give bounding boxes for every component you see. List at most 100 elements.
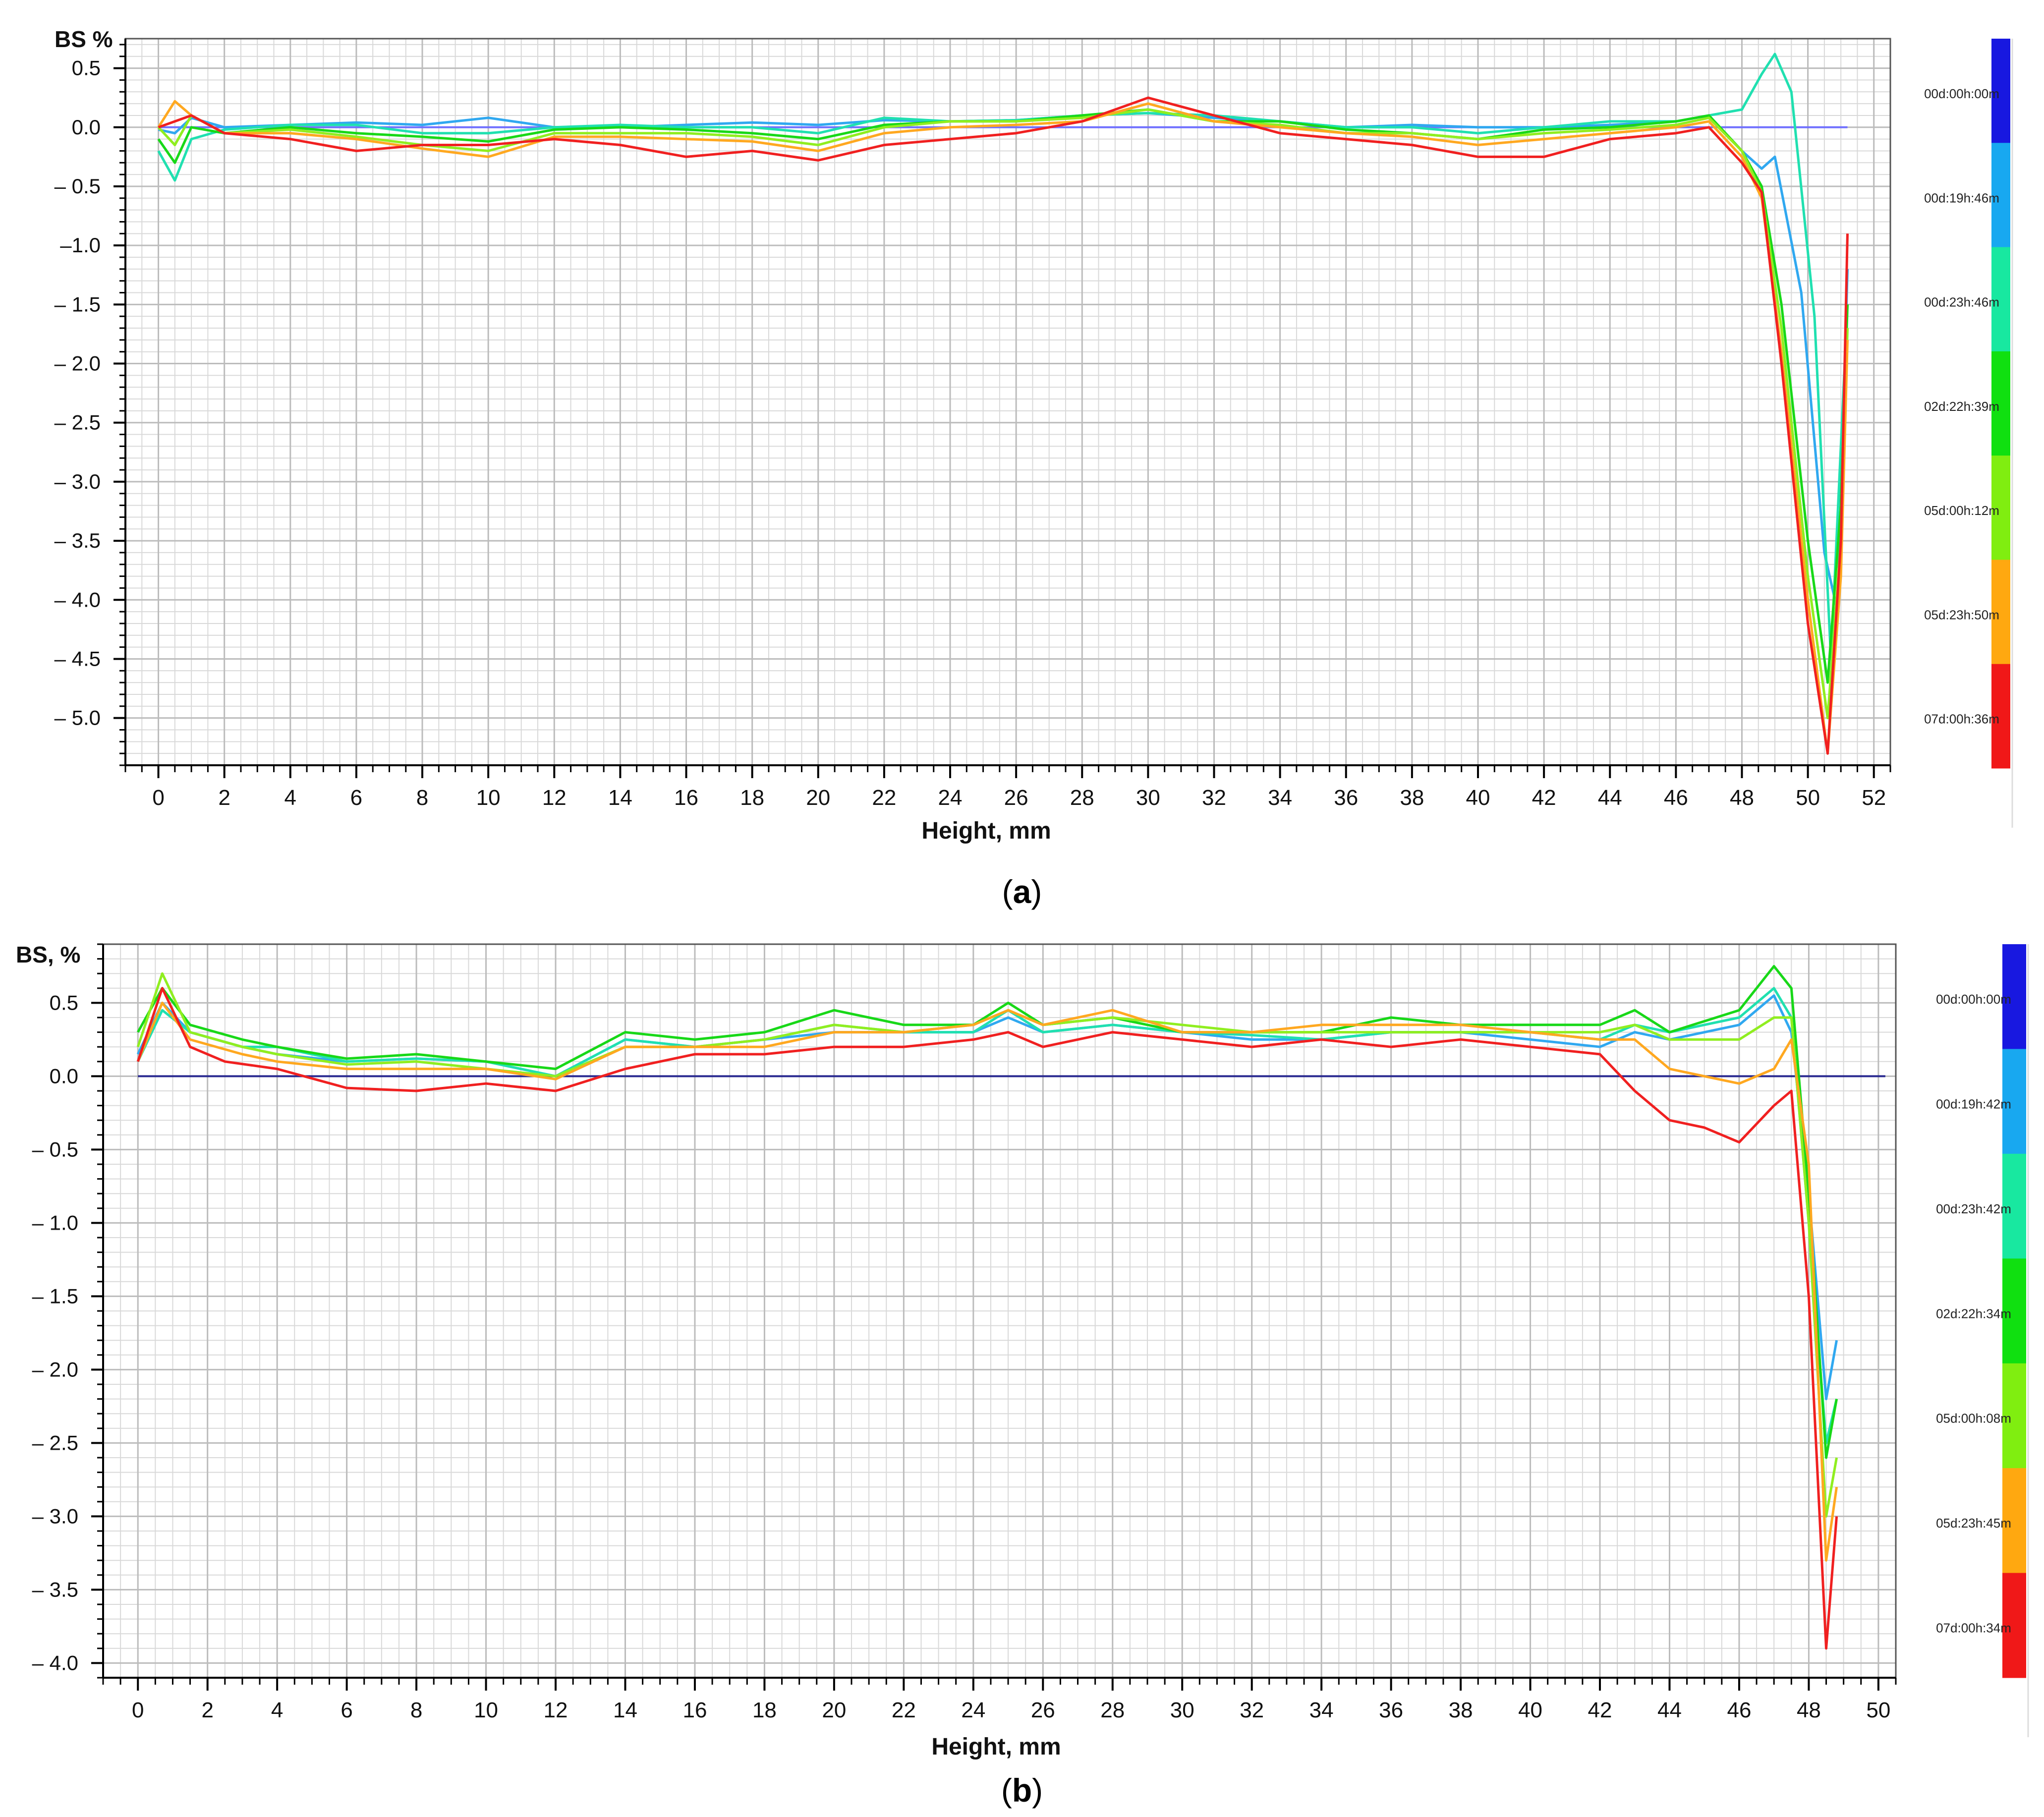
y-axis-label: BS, % xyxy=(16,942,80,967)
series-line xyxy=(136,1001,1838,1562)
panel-caption: (b) xyxy=(1001,1772,1043,1809)
colorbar-segment xyxy=(2002,1049,2026,1154)
x-tick-label: 8 xyxy=(416,786,428,810)
colorbar-label: 02d:22h:39m xyxy=(1924,399,1999,414)
x-tick-label: 38 xyxy=(1400,786,1424,810)
x-tick-label: 14 xyxy=(613,1698,637,1722)
y-tick-label: – 4.5 xyxy=(55,647,101,670)
y-tick-label: – 2.5 xyxy=(32,1431,78,1454)
x-tick-label: 34 xyxy=(1268,786,1292,810)
x-tick-label: 4 xyxy=(271,1698,283,1722)
series-group xyxy=(136,965,1885,1650)
x-tick-label: 4 xyxy=(284,786,296,810)
y-tick-label: – 2.5 xyxy=(55,411,101,434)
caption-letter: b xyxy=(1012,1772,1032,1809)
panel-caption: (a) xyxy=(1002,873,1042,910)
colorbar-segment xyxy=(2002,1573,2026,1678)
x-tick-label: 16 xyxy=(682,1698,707,1722)
x-tick-label: 8 xyxy=(410,1698,422,1722)
y-tick-label: – 2.0 xyxy=(55,352,101,375)
y-tick-label: – 4.0 xyxy=(55,588,101,611)
x-tick-label: 20 xyxy=(806,786,830,810)
y-tick-label: – 0.5 xyxy=(55,174,101,198)
x-tick-label: 42 xyxy=(1588,1698,1612,1722)
caption-close: ) xyxy=(1032,1772,1043,1809)
x-tick-label: 46 xyxy=(1664,786,1688,810)
caption-open: ( xyxy=(1001,1772,1012,1809)
y-tick-label: – 3.0 xyxy=(55,470,101,493)
colorbar-label: 07d:00h:34m xyxy=(1936,1621,2011,1636)
x-tick-label: 38 xyxy=(1449,1698,1473,1722)
x-tick-label: 6 xyxy=(350,786,362,810)
x-tick-label: 2 xyxy=(201,1698,213,1722)
x-tick-label: 50 xyxy=(1866,1698,1890,1722)
y-tick-label: – 1.5 xyxy=(55,292,101,316)
x-tick-label: 48 xyxy=(1797,1698,1821,1722)
x-tick-label: 14 xyxy=(608,786,632,810)
x-tick-label: 40 xyxy=(1518,1698,1542,1722)
y-tick-label: – 1.0 xyxy=(32,1211,78,1234)
colorbar-label: 00d:00h:00m xyxy=(1936,992,2011,1007)
x-tick-label: 0 xyxy=(132,1698,144,1722)
x-tick-label: 2 xyxy=(218,786,230,810)
colorbar-segment xyxy=(1991,664,2010,769)
x-tick-label: 28 xyxy=(1100,1698,1125,1722)
colorbar-segment xyxy=(1991,560,2010,665)
colorbar-segment xyxy=(1991,39,2010,143)
x-tick-label: 18 xyxy=(752,1698,777,1722)
colorbar-label: 05d:23h:50m xyxy=(1924,607,1999,622)
x-tick-label: 16 xyxy=(674,786,698,810)
y-tick-label: – 4.0 xyxy=(32,1651,78,1674)
x-tick-label: 24 xyxy=(938,786,963,810)
x-tick-label: 34 xyxy=(1309,1698,1334,1722)
x-tick-label: 20 xyxy=(822,1698,846,1722)
caption-open: ( xyxy=(1002,873,1013,910)
chart-panel-a: 0.5 0.0 – 0.5 –1.0 – 1.5 – 2.0 – 2.5 – 3.0 – 3.5… xyxy=(55,26,2013,910)
colorbar-label: 05d:00h:12m xyxy=(1924,503,1999,518)
x-tick-label: 44 xyxy=(1598,786,1622,810)
colorbar-segment xyxy=(1991,351,2010,456)
colorbar-segment xyxy=(2002,944,2026,1049)
x-tick-label: 46 xyxy=(1727,1698,1751,1722)
x-tick-label: 52 xyxy=(1862,786,1886,810)
x-tick-label: 32 xyxy=(1240,1698,1264,1722)
y-tick-label: 0.5 xyxy=(72,57,101,80)
colorbar-segment xyxy=(1991,143,2010,248)
colorbar-segment xyxy=(2002,1363,2026,1469)
caption-close: ) xyxy=(1031,873,1042,910)
x-tick-label: 26 xyxy=(1004,786,1028,810)
x-tick-label: 28 xyxy=(1070,786,1094,810)
x-tick-label: 18 xyxy=(740,786,764,810)
colorbar-segment xyxy=(1991,455,2010,560)
colorbar-label: 00d:00h:00m xyxy=(1924,86,1999,101)
series-group xyxy=(157,53,1849,755)
x-tick-label: 30 xyxy=(1136,786,1160,810)
x-tick-label: 22 xyxy=(892,1698,916,1722)
y-tick-label: 0.0 xyxy=(72,115,101,139)
x-tick-label: 26 xyxy=(1031,1698,1055,1722)
colorbar-label: 00d:23h:42m xyxy=(1936,1201,2011,1216)
series-line xyxy=(136,987,1838,1444)
y-tick-label: – 5.0 xyxy=(55,706,101,730)
y-tick-label: –1.0 xyxy=(60,233,101,257)
x-axis-label: Height, mm xyxy=(921,818,1051,844)
y-tick-label: – 3.5 xyxy=(32,1578,78,1601)
colorbar-label: 00d:19h:46m xyxy=(1924,190,1999,205)
x-tick-label: 42 xyxy=(1532,786,1556,810)
x-tick-label: 12 xyxy=(542,786,567,810)
x-tick-label: 40 xyxy=(1466,786,1490,810)
y-tick-label: 0.5 xyxy=(50,991,78,1014)
colorbar-label: 00d:19h:42m xyxy=(1936,1096,2011,1111)
chart-panel-b: 0.5 0.0 – 0.5 – 1.0 – 1.5 – 2.0 – 2.5 – 3.0 – 3.… xyxy=(16,942,2029,1809)
x-tick-label: 24 xyxy=(961,1698,985,1722)
x-tick-label: 10 xyxy=(476,786,501,810)
y-tick-label: – 1.5 xyxy=(32,1284,78,1307)
x-tick-label: 50 xyxy=(1796,786,1820,810)
colorbar-segment xyxy=(2002,1258,2026,1364)
y-tick-label: 0.0 xyxy=(50,1064,78,1087)
y-tick-label: – 3.5 xyxy=(55,529,101,552)
series-line xyxy=(136,987,1838,1650)
x-tick-label: 6 xyxy=(341,1698,352,1722)
y-tick-label: – 2.0 xyxy=(32,1358,78,1381)
